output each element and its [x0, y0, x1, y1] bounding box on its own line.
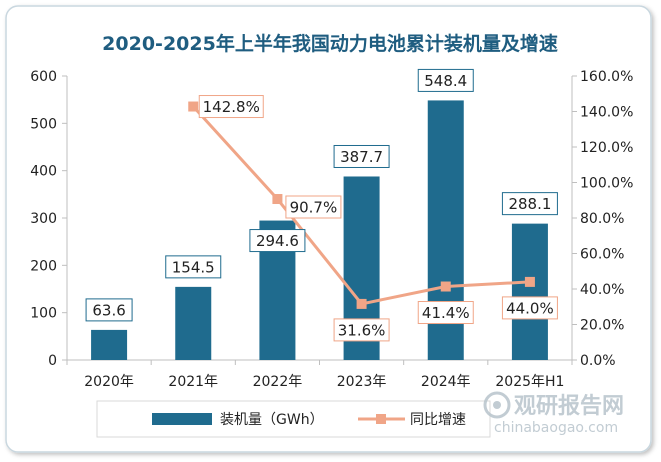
chart-frame [5, 5, 652, 453]
bar [91, 329, 128, 360]
x-tick-label: 2023年 [337, 374, 387, 390]
bar [175, 286, 212, 360]
line-label: 44.0% [506, 299, 554, 317]
bar-label-group: 288.1 [501, 192, 558, 216]
x-tick-label: 2024年 [421, 374, 471, 390]
bar-label-group: 548.4 [417, 68, 474, 92]
line-label-box [285, 195, 342, 219]
axes-group: 0 100 200 300 400 500 600 0.0% 20.0% 40.0% 60.0% 80… [30, 69, 633, 390]
legend-line-label: 同比增速 [410, 412, 466, 428]
line-label-group: 44.0% [501, 296, 558, 320]
bar-label: 288.1 [508, 195, 551, 213]
bar [511, 223, 548, 360]
y-right-tick-label: 20.0% [580, 318, 624, 334]
y-left-tick-label: 400 [30, 164, 57, 180]
y-left-tick-label: 600 [30, 69, 57, 85]
y-left-tick-label: 300 [30, 211, 57, 227]
legend-bar-label: 装机量（GWh） [220, 412, 324, 428]
line-group [188, 101, 535, 309]
growth-point [440, 281, 451, 292]
line-label: 142.8% [203, 98, 260, 116]
y-left-tick-label: 100 [30, 306, 57, 322]
y-right-tick-label: 80.0% [580, 211, 624, 227]
growth-point [524, 276, 535, 287]
line-label-group: 142.8% [198, 95, 264, 119]
y-right-tick-label: 40.0% [580, 282, 624, 298]
growth-point [188, 101, 199, 112]
line-label-group: 31.6% [333, 318, 390, 342]
bar-label-group: 63.6 [85, 298, 133, 322]
bar-label-group: 387.7 [333, 144, 390, 168]
line-label-box [198, 95, 264, 119]
labels-group: 63.6 154.5 294.6 387.7 548.4 288.1 142.8% 90.7%… [85, 68, 558, 342]
line-label-box [501, 296, 558, 320]
line-label: 41.4% [422, 304, 470, 322]
line-label: 90.7% [290, 199, 338, 217]
bar-label-box [501, 192, 558, 216]
y-right-tick-label: 60.0% [580, 247, 624, 263]
growth-point [356, 298, 367, 309]
bar-label: 548.4 [424, 72, 467, 90]
watermark-url: chinabaogao.com [494, 420, 618, 436]
x-tick-label: 2022年 [253, 374, 303, 390]
bar-label-group: 154.5 [165, 255, 222, 279]
growth-point [272, 194, 283, 205]
y-right-tick-label: 160.0% [580, 69, 633, 85]
watermark: 观研报告网 chinabaogao.com [483, 391, 624, 436]
y-left-tick-label: 200 [30, 258, 57, 274]
watermark-brand: 观研报告网 [514, 394, 624, 419]
y-left-tick-label: 500 [30, 116, 57, 132]
bar-label: 154.5 [172, 258, 215, 276]
watermark-logo-dot-icon [493, 401, 501, 409]
bar-label-box [333, 144, 390, 168]
bar-label-box [85, 298, 133, 322]
line-label-box [333, 318, 390, 342]
chart-title: 2020-2025年上半年我国动力电池累计装机量及增速 [102, 32, 558, 55]
line-label-box [417, 301, 474, 325]
x-tick-label: 2020年 [84, 374, 134, 390]
bar-label-box [249, 229, 306, 253]
watermark-logo-icon [483, 391, 511, 419]
bar-label-box [417, 68, 474, 92]
bar-label-box [165, 255, 222, 279]
y-right-tick-label: 0.0% [580, 353, 616, 369]
legend: 装机量（GWh） 同比增速 [96, 400, 491, 438]
y-right-tick-label: 140.0% [580, 105, 633, 121]
line-label: 31.6% [338, 321, 386, 339]
bar-label: 63.6 [92, 301, 125, 319]
y-left-tick-label: 0 [48, 353, 57, 369]
bar-label: 294.6 [256, 232, 299, 250]
bar-label-group: 294.6 [249, 229, 306, 253]
x-tick-label: 2025年H1 [495, 374, 564, 390]
line-label-group: 41.4% [417, 301, 474, 325]
line-label-group: 90.7% [285, 195, 342, 219]
x-tick-label: 2021年 [168, 374, 218, 390]
y-right-tick-label: 100.0% [580, 176, 633, 192]
legend-line-marker [376, 414, 386, 424]
legend-bar-swatch [152, 413, 212, 425]
y-right-tick-label: 120.0% [580, 140, 633, 156]
bar-label: 387.7 [340, 148, 383, 166]
